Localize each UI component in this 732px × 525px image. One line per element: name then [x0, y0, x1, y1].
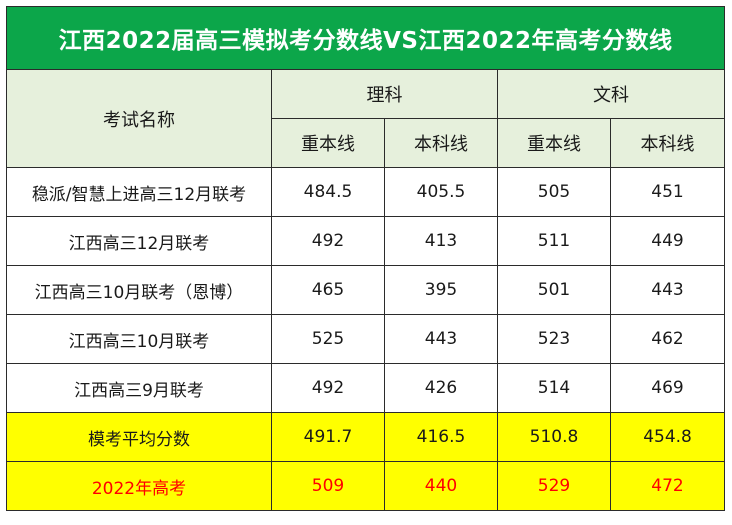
header-row-2: 重本线 本科线 重本线 本科线: [7, 118, 726, 168]
header-row-1: 考试名称 理科 文科: [6, 69, 726, 168]
exam-name-cell: 稳派/智慧上进高三12月联考: [6, 167, 272, 217]
science-tier1-cell: 492: [271, 216, 385, 266]
exam-name-cell: 江西高三12月联考: [6, 216, 272, 266]
science-tier2-cell: 395: [384, 265, 498, 315]
liberal-tier2-cell: 449: [609, 216, 726, 266]
actual-liberal-tier1-cell: 529: [497, 461, 611, 511]
average-science-tier2-cell: 416.5: [384, 412, 498, 462]
actual-exam-row: 2022年高考 509 440 529 472: [6, 461, 726, 511]
liberal-tier1-cell: 501: [497, 265, 611, 315]
table-title: 江西2022届高三模拟考分数线VS江西2022年高考分数线: [5, 6, 726, 70]
science-tier1-cell: 484.5: [271, 167, 385, 217]
science-tier2-cell: 443: [384, 314, 498, 364]
liberal-tier1-cell: 505: [497, 167, 611, 217]
table-row: 江西高三9月联考 492 426 514 469: [6, 363, 726, 413]
liberal-tier2-cell: 451: [609, 167, 726, 217]
header-science: 理科: [271, 69, 498, 119]
header-exam-name: 考试名称: [6, 69, 272, 168]
header-liberal-arts: 文科: [496, 69, 726, 119]
average-science-tier1-cell: 491.7: [271, 412, 385, 462]
liberal-tier1-cell: 523: [497, 314, 611, 364]
actual-name-cell: 2022年高考: [6, 461, 272, 511]
header-science-tier2: 本科线: [384, 118, 498, 168]
science-tier1-cell: 525: [271, 314, 385, 364]
actual-science-tier1-cell: 509: [271, 461, 385, 511]
liberal-tier2-cell: 469: [609, 363, 726, 413]
table-row: 江西高三10月联考 525 443 523 462: [6, 314, 726, 364]
average-name-cell: 模考平均分数: [6, 412, 272, 462]
science-tier1-cell: 465: [271, 265, 385, 315]
exam-name-cell: 江西高三9月联考: [6, 363, 272, 413]
science-tier2-cell: 426: [384, 363, 498, 413]
liberal-tier1-cell: 511: [497, 216, 611, 266]
average-row: 模考平均分数 491.7 416.5 510.8 454.8: [6, 412, 726, 462]
header-liberal-tier1: 重本线: [497, 118, 611, 168]
science-tier2-cell: 413: [384, 216, 498, 266]
title-row: 江西2022届高三模拟考分数线VS江西2022年高考分数线: [5, 6, 726, 70]
average-liberal-tier2-cell: 454.8: [609, 412, 726, 462]
table-row: 江西高三12月联考 492 413 511 449: [6, 216, 726, 266]
score-comparison-table: 江西2022届高三模拟考分数线VS江西2022年高考分数线 考试名称 理科 文科…: [5, 6, 726, 511]
header-liberal-tier2: 本科线: [609, 118, 726, 168]
exam-name-cell: 江西高三10月联考（恩博）: [6, 265, 272, 315]
average-liberal-tier1-cell: 510.8: [497, 412, 611, 462]
actual-liberal-tier2-cell: 472: [609, 461, 726, 511]
table-row: 江西高三10月联考（恩博） 465 395 501 443: [6, 265, 726, 315]
score-comparison-table-container: 江西2022届高三模拟考分数线VS江西2022年高考分数线 考试名称 理科 文科…: [5, 6, 726, 519]
header-science-tier1: 重本线: [271, 118, 385, 168]
actual-science-tier2-cell: 440: [384, 461, 498, 511]
liberal-tier1-cell: 514: [497, 363, 611, 413]
liberal-tier2-cell: 462: [609, 314, 726, 364]
table-row: 稳派/智慧上进高三12月联考 484.5 405.5 505 451: [6, 167, 726, 217]
exam-name-cell: 江西高三10月联考: [6, 314, 272, 364]
science-tier2-cell: 405.5: [384, 167, 498, 217]
science-tier1-cell: 492: [271, 363, 385, 413]
liberal-tier2-cell: 443: [609, 265, 726, 315]
